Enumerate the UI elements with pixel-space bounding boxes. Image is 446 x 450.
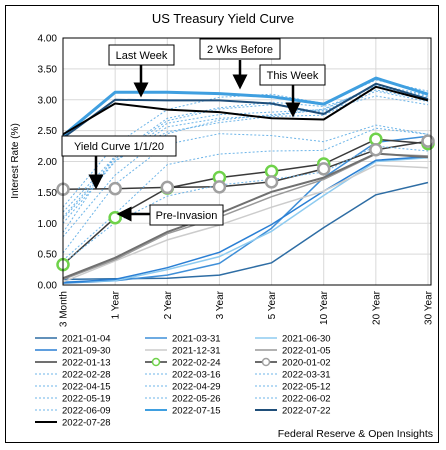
label-yield-1-1-20: Yield Curve 1/1/20	[74, 141, 164, 153]
data-point-2020-01-02	[160, 180, 175, 195]
legend-label: 2022-02-28	[62, 370, 111, 381]
legend-label: 2022-05-12	[282, 382, 331, 393]
y-tick-label: 1.50	[38, 188, 58, 199]
series-line-2022-03-16	[62, 127, 429, 261]
data-point-2020-01-02	[421, 134, 435, 148]
series-line-2021-09-30	[62, 155, 429, 284]
source-credit: Federal Reserve & Open Insights	[278, 428, 433, 440]
legend-label: 2022-06-09	[62, 406, 111, 417]
chart-title: US Treasury Yield Curve	[152, 11, 294, 26]
box-last-week	[108, 44, 175, 66]
legend-label: 2021-03-31	[172, 334, 221, 345]
series-line-2021-12-31	[62, 164, 429, 283]
y-tick-label: 3.00	[38, 95, 58, 106]
series-line-2021-01-04	[62, 181, 429, 281]
series-line-2021-06-30	[62, 157, 429, 283]
label-pre-invasion: Pre-Invasion	[156, 210, 218, 222]
legend-label: 2022-03-31	[282, 370, 331, 381]
legend-marker	[151, 357, 161, 367]
legend-label: 2021-06-30	[282, 334, 331, 345]
y-tick-label: 2.50	[38, 126, 58, 137]
series-markers	[56, 132, 435, 272]
data-point-2020-01-02	[316, 162, 331, 176]
box-2wks-before	[199, 38, 281, 60]
y-tick-label: 0.50	[38, 250, 58, 261]
annotation-boxes: Last Week 2 Wks Before This Week Yield C…	[61, 38, 326, 226]
legend: 2021-01-04 2021-03-31 2021-06-30 2021-09-30…	[35, 334, 331, 429]
series-line-2021-03-31	[62, 135, 429, 284]
legend-label: 2022-07-22	[282, 406, 331, 417]
x-tick-label: 10 Year	[319, 290, 330, 325]
y-tick-label: 3.50	[38, 64, 58, 75]
legend-label: 2022-05-19	[62, 394, 111, 405]
box-this-week	[259, 64, 326, 86]
x-tick-label: 30 Year	[424, 290, 435, 325]
x-tick-labels: 3 Month 1 Year 2 Year 3 Year 5 Year 10 Year 20…	[59, 290, 435, 327]
data-point-2020-01-02	[264, 175, 279, 189]
data-point-2022-02-24	[108, 210, 122, 225]
y-tick-label: 4.00	[38, 34, 58, 45]
plot-border	[62, 37, 432, 286]
legend-label: 2022-07-28	[62, 418, 111, 429]
y-tick-label: 0.00	[38, 281, 58, 292]
data-point-2020-01-02	[108, 181, 122, 196]
legend-label: 2022-01-05	[282, 346, 331, 357]
legend-label: 2022-07-15	[172, 406, 221, 417]
x-tick-label: 20 Year	[371, 290, 382, 325]
data-point-2020-01-02	[369, 143, 383, 157]
legend-label: 2022-05-26	[172, 394, 221, 405]
y-axis-label: Interest Rate (%)	[10, 123, 21, 199]
x-tick-label: 5 Year	[267, 290, 278, 319]
legend-label: 2022-04-15	[62, 382, 111, 393]
legend-label: 2020-01-02	[282, 358, 331, 369]
series-line-2022-07-15	[62, 76, 429, 137]
label-2wks-before: 2 Wks Before	[207, 44, 273, 56]
legend-label: 2022-01-13	[62, 358, 111, 369]
x-tick-label: 3 Year	[215, 290, 226, 319]
legend-label: 2022-04-29	[172, 382, 221, 393]
label-this-week: This Week	[267, 70, 319, 82]
y-tick-labels: 0.00 0.50 1.00 1.50 2.00 2.50 3.00 3.50 4.00	[38, 34, 58, 292]
y-tick-label: 1.00	[38, 219, 58, 230]
series-lines	[62, 76, 429, 284]
legend-label: 2022-03-16	[172, 370, 221, 381]
annotation-arrows	[88, 60, 301, 222]
legend-label: 2022-06-02	[282, 394, 331, 405]
legend-label: 2021-12-31	[172, 346, 221, 357]
series-line-2022-02-28	[62, 145, 429, 264]
legend-label: 2022-02-24	[172, 358, 221, 369]
label-last-week: Last Week	[116, 50, 168, 62]
x-tick-label: 3 Month	[59, 291, 70, 327]
data-point-2020-01-02	[212, 180, 227, 194]
x-tick-label: 2 Year	[163, 290, 174, 319]
series-line-2022-01-13	[62, 152, 429, 280]
series-line-2022-07-28	[62, 85, 429, 136]
series-line-2020-01-02	[62, 140, 429, 191]
x-tick-label: 1 Year	[111, 290, 122, 319]
box-pre-invasion	[149, 204, 224, 226]
legend-label: 2021-01-04	[62, 334, 111, 345]
legend-label: 2021-09-30	[62, 346, 111, 357]
box-yield-1-1-20	[61, 135, 177, 157]
legend-marker	[261, 357, 271, 367]
series-line-2022-03-31	[62, 124, 429, 254]
y-tick-label: 2.00	[38, 157, 58, 168]
series-line-2022-05-12	[62, 85, 429, 224]
chart-frame	[5, 5, 439, 443]
series-line-2022-07-22	[62, 82, 429, 139]
